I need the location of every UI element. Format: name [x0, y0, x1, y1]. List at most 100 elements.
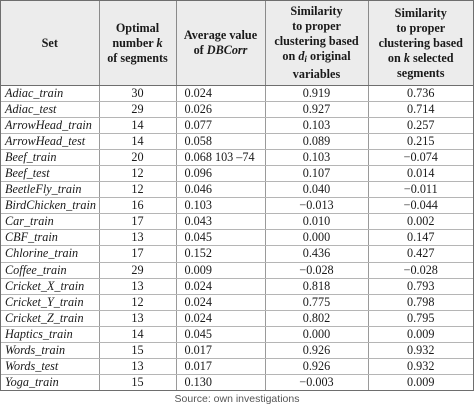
cell-set: Yoga_train: [1, 374, 100, 390]
cell-average-dbcorr: 0.026: [176, 101, 266, 119]
cell-set: Beef_train: [1, 149, 100, 167]
header-sim-sel-line3: clustering based: [378, 35, 463, 50]
header-sim-orig-line4: on di original: [268, 49, 366, 67]
cell-optimal-k: 17: [99, 245, 177, 263]
header-optimal-line3: of segments: [107, 50, 168, 65]
header-sim-sel-line1: Similarity: [394, 5, 447, 20]
header-optimal-k: Optimal number k of segments: [99, 1, 177, 86]
cell-similarity-original: 0.775: [265, 294, 369, 311]
cell-set: Cricket_X_train: [1, 278, 100, 295]
cell-similarity-selected: 0.009: [407, 374, 435, 389]
header-sim-sel-on: on: [387, 50, 404, 65]
cell-optimal-k: 15: [99, 342, 177, 359]
cell-similarity-selected: 0.736: [368, 85, 473, 103]
table-row: BirdChicken_train 16 0.103 −0.013 −0.044: [1, 197, 473, 215]
cell-similarity-original: −0.028: [265, 262, 369, 279]
cell-similarity-original: 0.103: [265, 117, 369, 135]
cell-average-dbcorr: 0.103: [176, 197, 266, 215]
cell-set: Words_train: [1, 342, 100, 359]
cell-similarity-selected: 0.793: [368, 278, 473, 295]
table-row: Yoga_train 15 0.130 −0.003 0.009: [1, 374, 473, 390]
cell-set: Car_train: [1, 213, 100, 231]
cell-similarity-selected: −0.044: [368, 197, 473, 215]
header-average-line1: Average value: [183, 28, 258, 42]
cell-similarity-selected: 0.002: [368, 213, 473, 231]
cell-average-dbcorr: 0.045: [176, 326, 266, 343]
cell-optimal-k: 14: [99, 117, 177, 135]
cell-average-dbcorr: 0.058: [176, 133, 266, 151]
cell-optimal-k: 12: [99, 165, 177, 183]
table-row: CBF_train 13 0.045 0.000 0.147: [1, 229, 473, 247]
header-optimal-line1: Optimal: [115, 20, 160, 35]
header-optimal-number: number: [112, 35, 157, 50]
table-row: Chlorine_train 17 0.152 0.436 0.427: [1, 245, 473, 263]
cell-optimal-k: 12: [99, 181, 177, 199]
table-row: Coffee_train 29 0.009 −0.028 −0.028: [1, 262, 473, 279]
cell-set: ArrowHead_train: [1, 117, 100, 135]
cell-average-dbcorr: 0.017: [176, 358, 266, 375]
cell-similarity-selected: 0.147: [368, 229, 473, 247]
table-row: Beef_test 12 0.096 0.107 0.014: [1, 165, 473, 183]
header-sim-orig-line2: to proper: [292, 19, 341, 33]
cell-average-dbcorr: 0.130: [176, 374, 266, 390]
cell-set: Beef_test: [1, 165, 100, 183]
table-row: ArrowHead_test 14 0.058 0.089 0.215: [1, 133, 473, 151]
cell-similarity-original: 0.436: [265, 245, 369, 263]
header-average-of: of: [193, 43, 207, 57]
header-row: Set Optimal number k of segments Average…: [1, 1, 473, 86]
cell-set: Adiac_test: [1, 101, 100, 119]
cell-similarity-selected: 0.795: [368, 310, 473, 327]
cell-set: Adiac_train: [1, 85, 100, 103]
header-average-dbcorr: Average value of DBCorr: [176, 1, 266, 86]
cell-average-dbcorr: 0.068 103 –74: [176, 149, 266, 167]
cell-optimal-k: 29: [99, 262, 177, 279]
cell-similarity-original: −0.013: [265, 197, 369, 215]
cell-similarity-original: 0.089: [265, 133, 369, 151]
table-body: Adiac_train 30 0.024 0.919 0.736 Adiac_test 29…: [1, 85, 473, 390]
cell-optimal-k: 29: [99, 101, 177, 119]
cell-optimal-k: 16: [99, 197, 177, 215]
cell-similarity-original: 0.107: [265, 165, 369, 183]
cell-similarity-original: 0.818: [265, 278, 369, 295]
cell-set: BeetleFly_train: [1, 181, 100, 199]
table-row: Adiac_train 30 0.024 0.919 0.736: [1, 85, 473, 103]
header-similarity-original: Similarity to proper clustering based on…: [265, 1, 369, 86]
table-header: Set Optimal number k of segments Average…: [1, 1, 473, 86]
header-sim-orig-on: on: [282, 49, 299, 63]
cell-average-dbcorr: 0.077: [176, 117, 266, 135]
cell-similarity-selected: 0.014: [368, 165, 473, 183]
cell-similarity-original: 0.000: [265, 229, 369, 247]
cell-similarity-original: 0.802: [265, 310, 369, 327]
cell-average-dbcorr: 0.152: [176, 245, 266, 263]
cell-optimal-k: 13: [99, 358, 177, 375]
cell-optimal-k: 17: [99, 213, 177, 231]
cell-optimal-k: 15: [99, 374, 177, 390]
cell-optimal-k: 14: [99, 133, 177, 151]
header-sim-orig-line3: clustering based: [274, 34, 359, 48]
cell-similarity-selected: 0.427: [368, 245, 473, 263]
cell-average-dbcorr: 0.009: [176, 262, 266, 279]
table-row: Cricket_Z_train 13 0.024 0.802 0.795: [1, 310, 473, 327]
cell-average-dbcorr: 0.096: [176, 165, 266, 183]
cell-similarity-original: 0.040: [265, 181, 369, 199]
cell-similarity-selected: 0.932: [368, 342, 473, 359]
header-similarity-selected: Similarity to proper clustering based on…: [368, 1, 473, 86]
cell-optimal-k: 13: [99, 278, 177, 295]
table-row: Words_test 13 0.017 0.926 0.932: [1, 358, 473, 375]
source-caption: Source: own investigations: [174, 393, 300, 405]
cell-similarity-selected: 0.257: [368, 117, 473, 135]
cell-set: Chlorine_train: [1, 245, 100, 263]
table-row: Haptics_train 14 0.045 0.000 0.009: [1, 326, 473, 343]
cell-set: CBF_train: [1, 229, 100, 247]
header-sim-orig-i-subscript: i: [304, 54, 307, 64]
cell-average-dbcorr: 0.046: [176, 181, 266, 199]
cell-set: Cricket_Z_train: [1, 310, 100, 327]
cell-set: Coffee_train: [1, 262, 100, 279]
header-average-dbcorr-symbol: DBCorr: [206, 43, 248, 57]
table-row: Cricket_X_train 13 0.024 0.818 0.793: [1, 278, 473, 295]
header-sim-sel-line2: to proper: [396, 20, 446, 35]
cell-similarity-selected: −0.011: [368, 181, 473, 199]
header-optimal-k-symbol: k: [156, 35, 163, 50]
cell-similarity-selected: −0.074: [368, 149, 473, 167]
cell-average-dbcorr: 0.024: [176, 85, 266, 103]
